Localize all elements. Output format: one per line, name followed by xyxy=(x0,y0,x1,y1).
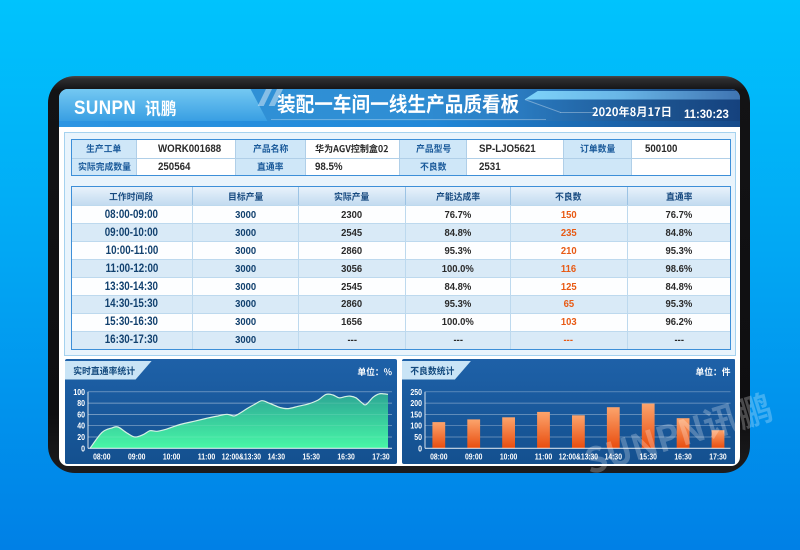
svg-text:09:00: 09:00 xyxy=(465,451,483,461)
svg-text:200: 200 xyxy=(410,399,422,408)
svg-text:10:00: 10:00 xyxy=(163,451,181,461)
svg-text:40: 40 xyxy=(77,422,85,431)
svg-text:16:30: 16:30 xyxy=(674,451,692,461)
svg-text:100: 100 xyxy=(73,388,85,397)
svg-text:100: 100 xyxy=(410,422,422,431)
svg-text:20: 20 xyxy=(77,433,85,442)
svg-text:17:30: 17:30 xyxy=(709,451,727,461)
svg-text:0: 0 xyxy=(81,444,85,453)
svg-text:0: 0 xyxy=(418,444,422,453)
svg-text:15:30: 15:30 xyxy=(639,451,657,461)
svg-text:11:00: 11:00 xyxy=(198,451,216,461)
svg-text:60: 60 xyxy=(77,410,85,419)
svg-text:12:00&13:30: 12:00&13:30 xyxy=(222,451,261,461)
svg-text:150: 150 xyxy=(410,410,422,419)
svg-text:16:30: 16:30 xyxy=(337,451,355,461)
svg-text:08:00: 08:00 xyxy=(430,451,448,461)
svg-text:10:00: 10:00 xyxy=(499,451,517,461)
svg-text:08:00: 08:00 xyxy=(93,451,111,461)
svg-text:14:30: 14:30 xyxy=(604,451,622,461)
svg-text:250: 250 xyxy=(410,388,422,397)
svg-text:11:00: 11:00 xyxy=(534,451,552,461)
svg-text:15:30: 15:30 xyxy=(303,451,321,461)
svg-text:80: 80 xyxy=(77,399,85,408)
svg-text:50: 50 xyxy=(414,433,422,442)
svg-text:09:00: 09:00 xyxy=(128,451,146,461)
svg-text:17:30: 17:30 xyxy=(372,451,390,461)
svg-text:14:30: 14:30 xyxy=(268,451,286,461)
svg-text:12:00&13:30: 12:00&13:30 xyxy=(558,451,597,461)
